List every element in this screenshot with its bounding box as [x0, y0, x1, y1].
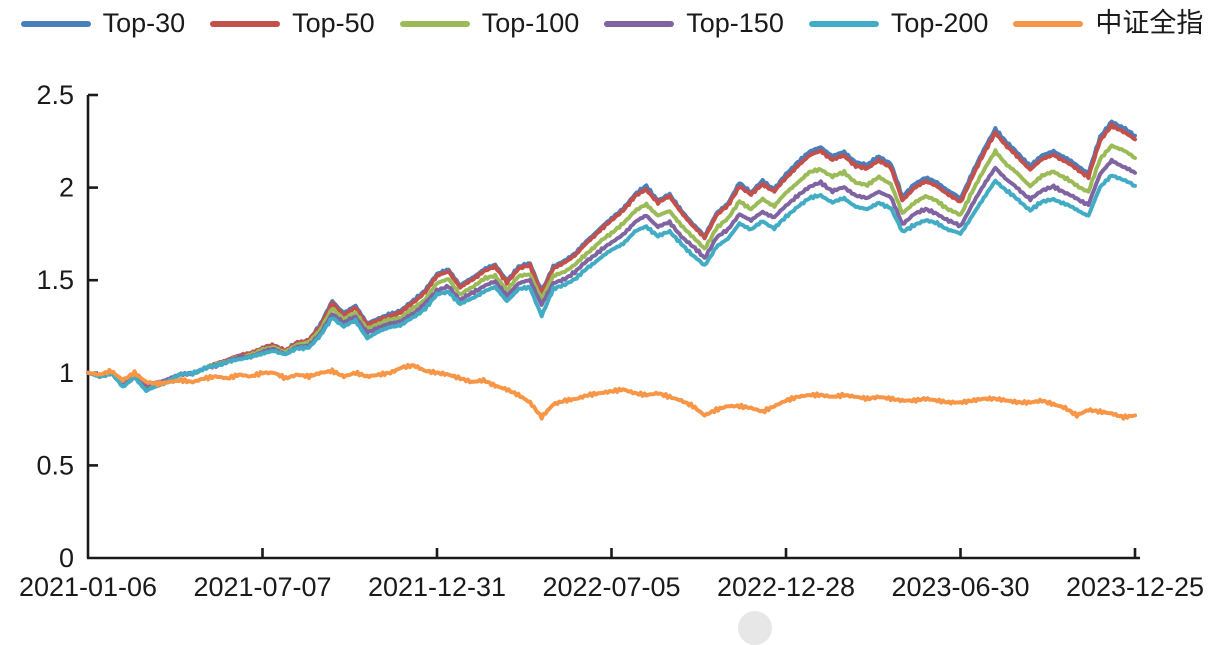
x-tick-label-2022-12-28: 2022-12-28 [717, 572, 855, 602]
x-tick-label-2023-06-30: 2023-06-30 [891, 572, 1029, 602]
legend-item-3: Top-150 [604, 10, 784, 37]
legend-label-3: Top-150 [686, 8, 784, 38]
legend-label-0: Top-30 [102, 8, 186, 38]
legend-swatch-3 [604, 20, 675, 27]
series-line-4 [86, 173, 1137, 393]
legend-swatch-5 [1013, 20, 1084, 27]
legend-label-1: Top-50 [292, 8, 375, 38]
legend-swatch-0 [20, 20, 91, 27]
legend-swatch-1 [210, 20, 281, 27]
legend-item-1: Top-50 [210, 10, 375, 37]
series-line-1 [86, 122, 1137, 390]
legend-swatch-2 [399, 20, 470, 27]
y-tick-label-0.5: 0.5 [36, 450, 74, 480]
legend-label-5: 中证全指 [1095, 8, 1204, 38]
y-tick-label-2.5: 2.5 [36, 80, 74, 110]
y-tick-label-2: 2 [59, 173, 74, 203]
legend-item-0: Top-30 [20, 8, 186, 38]
x-tick-label-2023-12-25: 2023-12-25 [1066, 572, 1204, 602]
series-line-3 [86, 157, 1137, 387]
y-tick-label-1: 1 [59, 358, 74, 388]
chart-legend: Top-30 Top-50 Top-100 Top-150 Top-200 中证全指 [0, 10, 1224, 37]
y-tick-label-1.5: 1.5 [36, 265, 74, 295]
x-tick-label-2021-07-07: 2021-07-07 [193, 572, 331, 602]
legend-label-2: Top-100 [481, 8, 580, 38]
legend-label-4: Top-200 [890, 8, 989, 38]
x-tick-label-2021-01-06: 2021-01-06 [19, 572, 157, 602]
legend-swatch-4 [808, 20, 879, 27]
x-tick-label-2022-07-05: 2022-07-05 [542, 572, 680, 602]
chart-canvas: 0 0.5 1 1.5 2 2.5 2021-01-06 2021-07-07 2021-12-… [19, 80, 1204, 602]
legend-item-5: 中证全指 [1013, 10, 1203, 37]
series-line-5 [86, 362, 1137, 421]
legend-item-2: Top-100 [399, 8, 580, 38]
series-line-2 [86, 143, 1137, 388]
x-tick-label-2021-12-31: 2021-12-31 [368, 572, 506, 602]
y-tick-label-0: 0 [59, 543, 74, 573]
legend-item-4: Top-200 [808, 8, 989, 38]
